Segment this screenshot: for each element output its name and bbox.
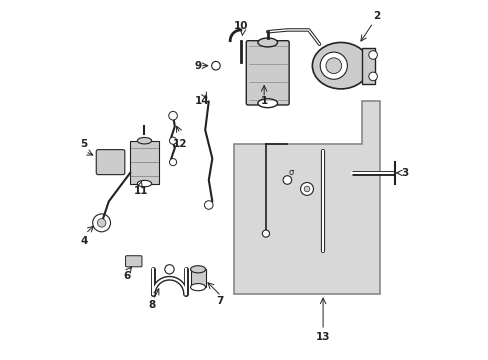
Text: 2: 2 <box>372 11 380 21</box>
FancyBboxPatch shape <box>246 41 288 105</box>
Ellipse shape <box>137 180 151 187</box>
Circle shape <box>368 51 377 59</box>
Polygon shape <box>362 48 374 84</box>
Ellipse shape <box>257 99 277 108</box>
Circle shape <box>97 219 106 227</box>
Text: 11: 11 <box>133 186 148 196</box>
Text: 6: 6 <box>123 271 130 282</box>
FancyBboxPatch shape <box>125 256 142 267</box>
Circle shape <box>304 186 309 192</box>
Ellipse shape <box>190 266 205 273</box>
Circle shape <box>325 58 341 73</box>
Text: 14: 14 <box>194 96 208 107</box>
Circle shape <box>204 201 213 209</box>
Text: 1: 1 <box>260 96 267 107</box>
Text: 13: 13 <box>315 332 330 342</box>
Ellipse shape <box>137 138 151 144</box>
Ellipse shape <box>257 38 277 47</box>
Circle shape <box>368 72 377 81</box>
Ellipse shape <box>312 42 369 89</box>
Text: 10: 10 <box>233 21 248 31</box>
Text: 12: 12 <box>173 139 187 149</box>
FancyBboxPatch shape <box>96 150 124 175</box>
Text: 7: 7 <box>215 296 223 306</box>
FancyBboxPatch shape <box>130 141 159 184</box>
Circle shape <box>320 52 346 79</box>
Circle shape <box>164 265 174 274</box>
Polygon shape <box>233 102 380 294</box>
Circle shape <box>262 230 269 237</box>
Text: 9: 9 <box>194 61 201 71</box>
Ellipse shape <box>190 284 205 291</box>
FancyBboxPatch shape <box>190 269 205 287</box>
Circle shape <box>211 62 220 70</box>
Circle shape <box>168 111 177 120</box>
Text: 8: 8 <box>148 300 155 310</box>
Text: 5: 5 <box>80 139 87 149</box>
Circle shape <box>283 176 291 184</box>
Text: 3: 3 <box>401 168 408 178</box>
Text: 4: 4 <box>80 236 87 246</box>
Circle shape <box>169 137 176 144</box>
Circle shape <box>93 214 110 232</box>
Circle shape <box>169 158 176 166</box>
Text: σ: σ <box>288 168 293 177</box>
Circle shape <box>300 183 313 195</box>
